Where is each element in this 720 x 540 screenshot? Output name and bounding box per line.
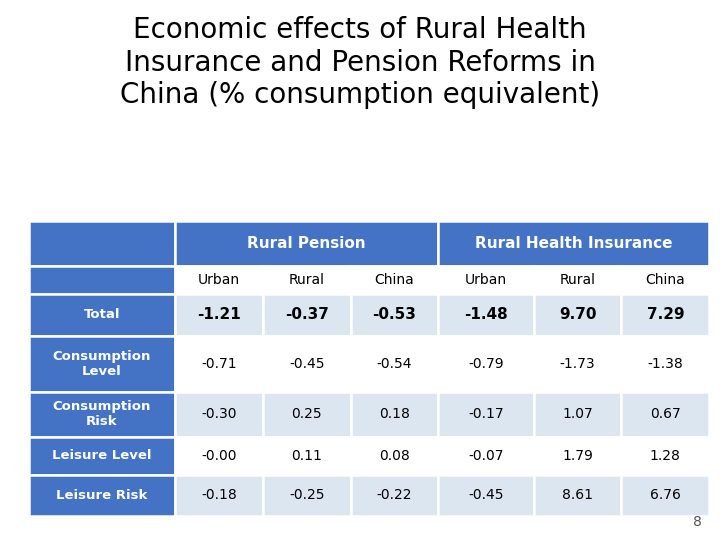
Text: Rural Pension: Rural Pension <box>248 236 366 251</box>
Text: Consumption
Level: Consumption Level <box>53 350 151 378</box>
Text: -1.38: -1.38 <box>647 357 683 371</box>
Text: -0.37: -0.37 <box>284 307 328 322</box>
Bar <box>29 436 175 475</box>
Bar <box>175 475 263 516</box>
Text: 1.07: 1.07 <box>562 407 593 421</box>
Bar <box>351 266 438 294</box>
Bar <box>29 475 175 516</box>
Text: Rural: Rural <box>289 273 325 287</box>
Text: Consumption
Risk: Consumption Risk <box>53 400 151 428</box>
Bar <box>263 392 351 436</box>
Bar <box>263 294 351 336</box>
Bar <box>29 336 175 392</box>
Text: 8: 8 <box>693 515 702 529</box>
Text: 1.79: 1.79 <box>562 449 593 463</box>
Text: China: China <box>374 273 414 287</box>
Bar <box>534 266 621 294</box>
Bar <box>438 475 534 516</box>
Bar <box>351 336 438 392</box>
Bar <box>175 266 263 294</box>
Bar <box>438 294 534 336</box>
Bar <box>438 221 709 266</box>
Text: Leisure Level: Leisure Level <box>52 449 152 462</box>
Bar <box>438 436 534 475</box>
Bar <box>263 475 351 516</box>
Bar <box>534 336 621 392</box>
Bar <box>175 392 263 436</box>
Text: -0.17: -0.17 <box>468 407 504 421</box>
Bar <box>351 294 438 336</box>
Bar <box>351 436 438 475</box>
Text: -0.22: -0.22 <box>377 488 412 502</box>
Bar <box>534 436 621 475</box>
Bar <box>29 294 175 336</box>
Text: -1.48: -1.48 <box>464 307 508 322</box>
Text: Urban: Urban <box>465 273 507 287</box>
Bar <box>438 266 534 294</box>
Bar <box>29 266 175 294</box>
Text: 7.29: 7.29 <box>647 307 684 322</box>
Text: -0.18: -0.18 <box>201 488 237 502</box>
Bar <box>621 336 709 392</box>
Text: Rural Health Insurance: Rural Health Insurance <box>475 236 672 251</box>
Text: -0.25: -0.25 <box>289 488 325 502</box>
Text: -0.45: -0.45 <box>468 488 504 502</box>
Bar <box>621 266 709 294</box>
Bar <box>263 436 351 475</box>
Text: 6.76: 6.76 <box>650 488 681 502</box>
Text: China: China <box>645 273 685 287</box>
Bar <box>29 392 175 436</box>
Text: Rural: Rural <box>559 273 595 287</box>
Text: 0.08: 0.08 <box>379 449 410 463</box>
Bar <box>351 475 438 516</box>
Bar <box>351 392 438 436</box>
Text: 1.28: 1.28 <box>650 449 681 463</box>
Bar <box>534 392 621 436</box>
Bar <box>438 336 534 392</box>
Bar <box>621 392 709 436</box>
Text: -0.79: -0.79 <box>468 357 504 371</box>
Text: -1.73: -1.73 <box>559 357 595 371</box>
Bar <box>534 294 621 336</box>
Bar <box>263 336 351 392</box>
Text: 0.25: 0.25 <box>292 407 322 421</box>
Text: -0.45: -0.45 <box>289 357 325 371</box>
Text: Leisure Risk: Leisure Risk <box>56 489 148 502</box>
Bar <box>621 475 709 516</box>
Text: 0.67: 0.67 <box>650 407 680 421</box>
Bar <box>175 221 438 266</box>
Bar <box>29 221 175 266</box>
Text: Total: Total <box>84 308 120 321</box>
Bar <box>534 475 621 516</box>
Bar <box>621 294 709 336</box>
Text: 8.61: 8.61 <box>562 488 593 502</box>
Bar <box>175 336 263 392</box>
Text: 9.70: 9.70 <box>559 307 596 322</box>
Bar <box>621 436 709 475</box>
Text: -0.07: -0.07 <box>468 449 504 463</box>
Text: -0.00: -0.00 <box>201 449 237 463</box>
Text: 0.11: 0.11 <box>291 449 322 463</box>
Text: -0.71: -0.71 <box>201 357 237 371</box>
Text: -1.21: -1.21 <box>197 307 240 322</box>
Text: -0.30: -0.30 <box>201 407 237 421</box>
Text: Economic effects of Rural Health
Insurance and Pension Reforms in
China (% consu: Economic effects of Rural Health Insuran… <box>120 16 600 109</box>
Bar <box>263 266 351 294</box>
Bar <box>175 436 263 475</box>
Text: Urban: Urban <box>198 273 240 287</box>
Text: 0.18: 0.18 <box>379 407 410 421</box>
Text: -0.53: -0.53 <box>372 307 416 322</box>
Bar <box>438 392 534 436</box>
Text: -0.54: -0.54 <box>377 357 412 371</box>
Bar <box>175 294 263 336</box>
